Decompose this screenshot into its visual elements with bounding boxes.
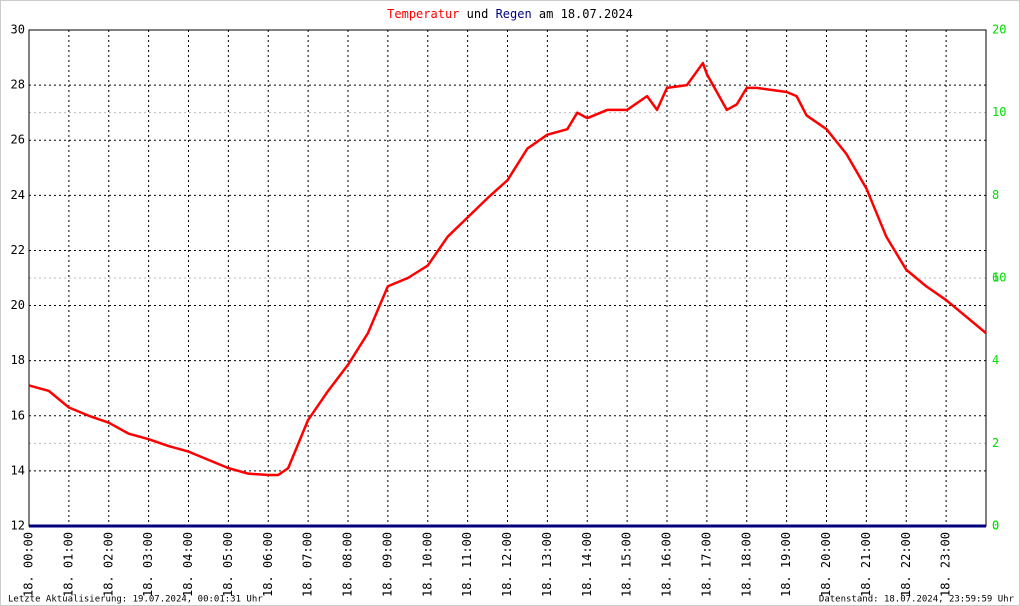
title-rain: Regen <box>496 7 532 21</box>
x-tick-label: 18. 22:00 <box>899 532 913 597</box>
y3-tick-label: 20 <box>992 23 1006 37</box>
x-tick-label: 18. 16:00 <box>660 532 674 597</box>
y2-tick-label: 0 <box>992 519 999 533</box>
y2-tick-label: 6 <box>992 271 999 285</box>
y3-tick-label: 10 <box>992 271 1006 285</box>
y2-tick-label: 2 <box>992 436 999 450</box>
y-tick-label: 16 <box>11 408 25 422</box>
x-tick-label: 18. 12:00 <box>500 532 514 597</box>
y-tick-label: 30 <box>11 23 25 37</box>
y2-tick-label: 4 <box>992 353 999 367</box>
x-tick-label: 18. 08:00 <box>341 532 355 597</box>
x-tick-label: 18. 03:00 <box>141 532 155 597</box>
y2-tick-label: 8 <box>992 188 999 202</box>
y-tick-label: 26 <box>11 133 25 147</box>
x-tick-label: 18. 02:00 <box>101 532 115 597</box>
x-tick-label: 18. 01:00 <box>61 532 75 597</box>
y-tick-label: 28 <box>11 78 25 92</box>
x-tick-label: 18. 13:00 <box>540 532 554 597</box>
footer-left: Letzte Aktualisierung: 19.07.2024, 00:01… <box>8 595 263 605</box>
y-tick-label: 18 <box>11 353 25 367</box>
y-tick-label: 14 <box>11 463 25 477</box>
x-tick-label: 18. 17:00 <box>699 532 713 597</box>
x-tick-label: 18. 09:00 <box>380 532 394 597</box>
y-tick-label: 22 <box>11 243 25 257</box>
series-line <box>28 61 987 477</box>
x-tick-label: 18. 14:00 <box>580 532 594 597</box>
chart-title: Temperatur und Regen am 18.07.2024 <box>387 7 633 21</box>
x-tick-label: 18. 07:00 <box>301 532 315 597</box>
x-tick-label: 18. 21:00 <box>859 532 873 597</box>
x-tick-label: 18. 06:00 <box>261 532 275 597</box>
x-tick-label: 18. 05:00 <box>221 532 235 597</box>
x-tick-label: 18. 11:00 <box>460 532 474 597</box>
y-tick-label: 20 <box>11 298 25 312</box>
title-date: am 18.07.2024 <box>539 7 633 21</box>
x-tick-label: 18. 18:00 <box>739 532 753 597</box>
x-tick-label: 18. 04:00 <box>181 532 195 597</box>
x-tick-label: 18. 00:00 <box>22 532 36 597</box>
x-tick-label: 18. 23:00 <box>939 532 953 597</box>
title-temperature: Temperatur <box>387 7 459 21</box>
footer-right: Datenstand: 18.07.2024, 23:59:59 Uhr <box>819 595 1015 605</box>
x-tick-label: 18. 15:00 <box>620 532 634 597</box>
y-tick-label: 12 <box>11 519 25 533</box>
y3-tick-label: 0 <box>992 519 999 533</box>
y-tick-label: 24 <box>11 188 25 202</box>
y2-tick-label: 10 <box>992 105 1006 119</box>
title-join: und <box>467 7 489 21</box>
x-tick-label: 18. 19:00 <box>779 532 793 597</box>
x-tick-label: 18. 10:00 <box>420 532 434 597</box>
x-tick-label: 18. 20:00 <box>819 532 833 597</box>
